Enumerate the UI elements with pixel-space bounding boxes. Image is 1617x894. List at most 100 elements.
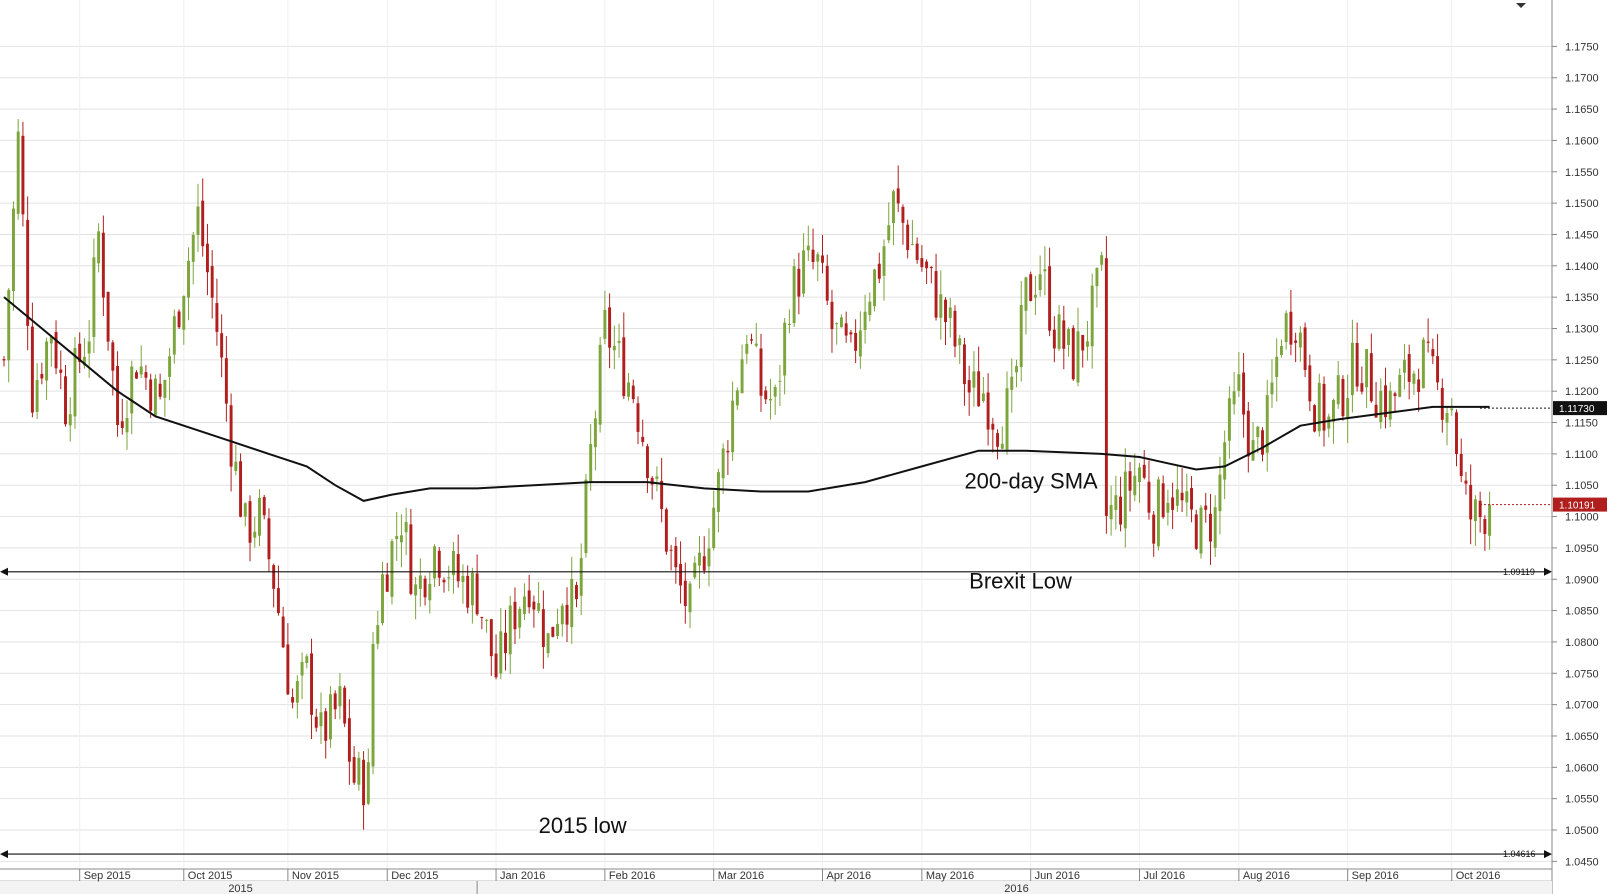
y-axis: 1.1750 1.1700 1.1650 1.1600 1.1550 1.1500 1.14… [1551, 0, 1599, 894]
candle-body [286, 644, 290, 695]
candle-body [26, 219, 30, 326]
candle-body [409, 524, 413, 594]
candle-body [1138, 467, 1141, 482]
candle-body [768, 398, 772, 401]
candle-body [40, 373, 44, 379]
candle-body [1459, 453, 1463, 477]
candle-body [944, 299, 947, 322]
candle-body [1270, 382, 1274, 395]
candle-body [1100, 255, 1104, 265]
candle-body [1488, 504, 1492, 536]
candle-body [281, 616, 285, 648]
candle-body [1076, 331, 1080, 383]
candle-body [579, 558, 583, 596]
candle-body [1123, 471, 1127, 529]
candle-body [447, 577, 451, 579]
candle-body [399, 535, 403, 543]
year-label: 2016 [1004, 883, 1028, 894]
candle-body [125, 418, 129, 433]
candle-body [1384, 385, 1387, 418]
candle-body [120, 421, 124, 429]
candle-body [428, 583, 432, 601]
candle-body [1204, 505, 1208, 510]
candle-body [1317, 382, 1321, 432]
y-tick-label: 1.1250 [1565, 355, 1599, 367]
candle-body [731, 400, 735, 453]
candle-body [64, 376, 67, 425]
candle-body [499, 631, 503, 674]
price-tag-box [1553, 401, 1607, 416]
candle-body [224, 358, 228, 404]
candle-body [267, 518, 271, 560]
candle-body [1029, 274, 1033, 301]
candle-body [849, 332, 853, 335]
y-tick-label: 1.0800 [1565, 637, 1599, 649]
candle-body [1152, 514, 1156, 544]
x-tick-label: Jul 2016 [1144, 870, 1186, 882]
candle-body [258, 497, 261, 536]
candle-body [172, 316, 176, 355]
candle-body [958, 338, 962, 346]
chart-annotation: Brexit Low [969, 569, 1072, 594]
candle-body [802, 250, 806, 294]
candle-body [1440, 387, 1444, 420]
candle-body [1062, 320, 1066, 349]
candle-body [272, 565, 276, 589]
candle-body [797, 268, 801, 297]
y-tick-label: 1.0550 [1565, 794, 1599, 806]
year-label: 2015 [228, 883, 252, 894]
candle-body [456, 554, 460, 582]
candle-body [404, 521, 408, 533]
candle-body [754, 343, 758, 346]
sma-200-line [3, 296, 1490, 502]
candle-body [390, 541, 394, 597]
candle-body [92, 257, 96, 337]
candle-body [21, 135, 25, 215]
candle-body [858, 330, 862, 357]
candle-body [906, 224, 910, 251]
grid-lines [0, 0, 1552, 869]
candle-body [1327, 416, 1331, 429]
y-tick-label: 1.0700 [1565, 700, 1599, 712]
candle-body [205, 243, 209, 273]
candle-body [1289, 311, 1293, 345]
y-tick-label: 1.1200 [1565, 386, 1599, 398]
y-tick-label: 1.1700 [1565, 73, 1599, 85]
candle-body [1365, 349, 1369, 388]
candle-body [1261, 430, 1264, 455]
candle-body [783, 322, 787, 376]
candle-body [106, 291, 110, 342]
candle-body [518, 608, 522, 628]
candle-body [698, 552, 701, 566]
candle-body [87, 341, 91, 354]
candle-body [7, 289, 11, 361]
candle-body [1265, 395, 1269, 453]
candle-body [1085, 341, 1089, 347]
candle-body [196, 206, 200, 235]
candle-body [116, 366, 120, 425]
candle-body [702, 556, 706, 571]
candle-body [821, 255, 824, 263]
candle-body [565, 604, 569, 625]
candle-body [655, 476, 659, 479]
candle-body [234, 461, 238, 471]
candle-body [925, 261, 929, 269]
candle-body [466, 575, 470, 608]
candle-body [395, 536, 399, 540]
candle-body [111, 342, 115, 371]
candle-body [201, 200, 205, 247]
candle-body [1043, 269, 1047, 272]
candle-body [537, 603, 541, 611]
candle-body [229, 405, 233, 467]
y-tick-label: 1.1400 [1565, 261, 1599, 273]
candle-body [1360, 383, 1364, 392]
candle-body [163, 379, 167, 398]
chevron-down-icon[interactable] [1516, 3, 1526, 8]
candle-body [1478, 500, 1482, 518]
candle-body [612, 345, 616, 351]
candle-body [1369, 353, 1373, 402]
candle-body [839, 317, 843, 328]
candle-body [844, 323, 848, 336]
candle-body [414, 584, 418, 596]
candle-body [1251, 440, 1255, 461]
